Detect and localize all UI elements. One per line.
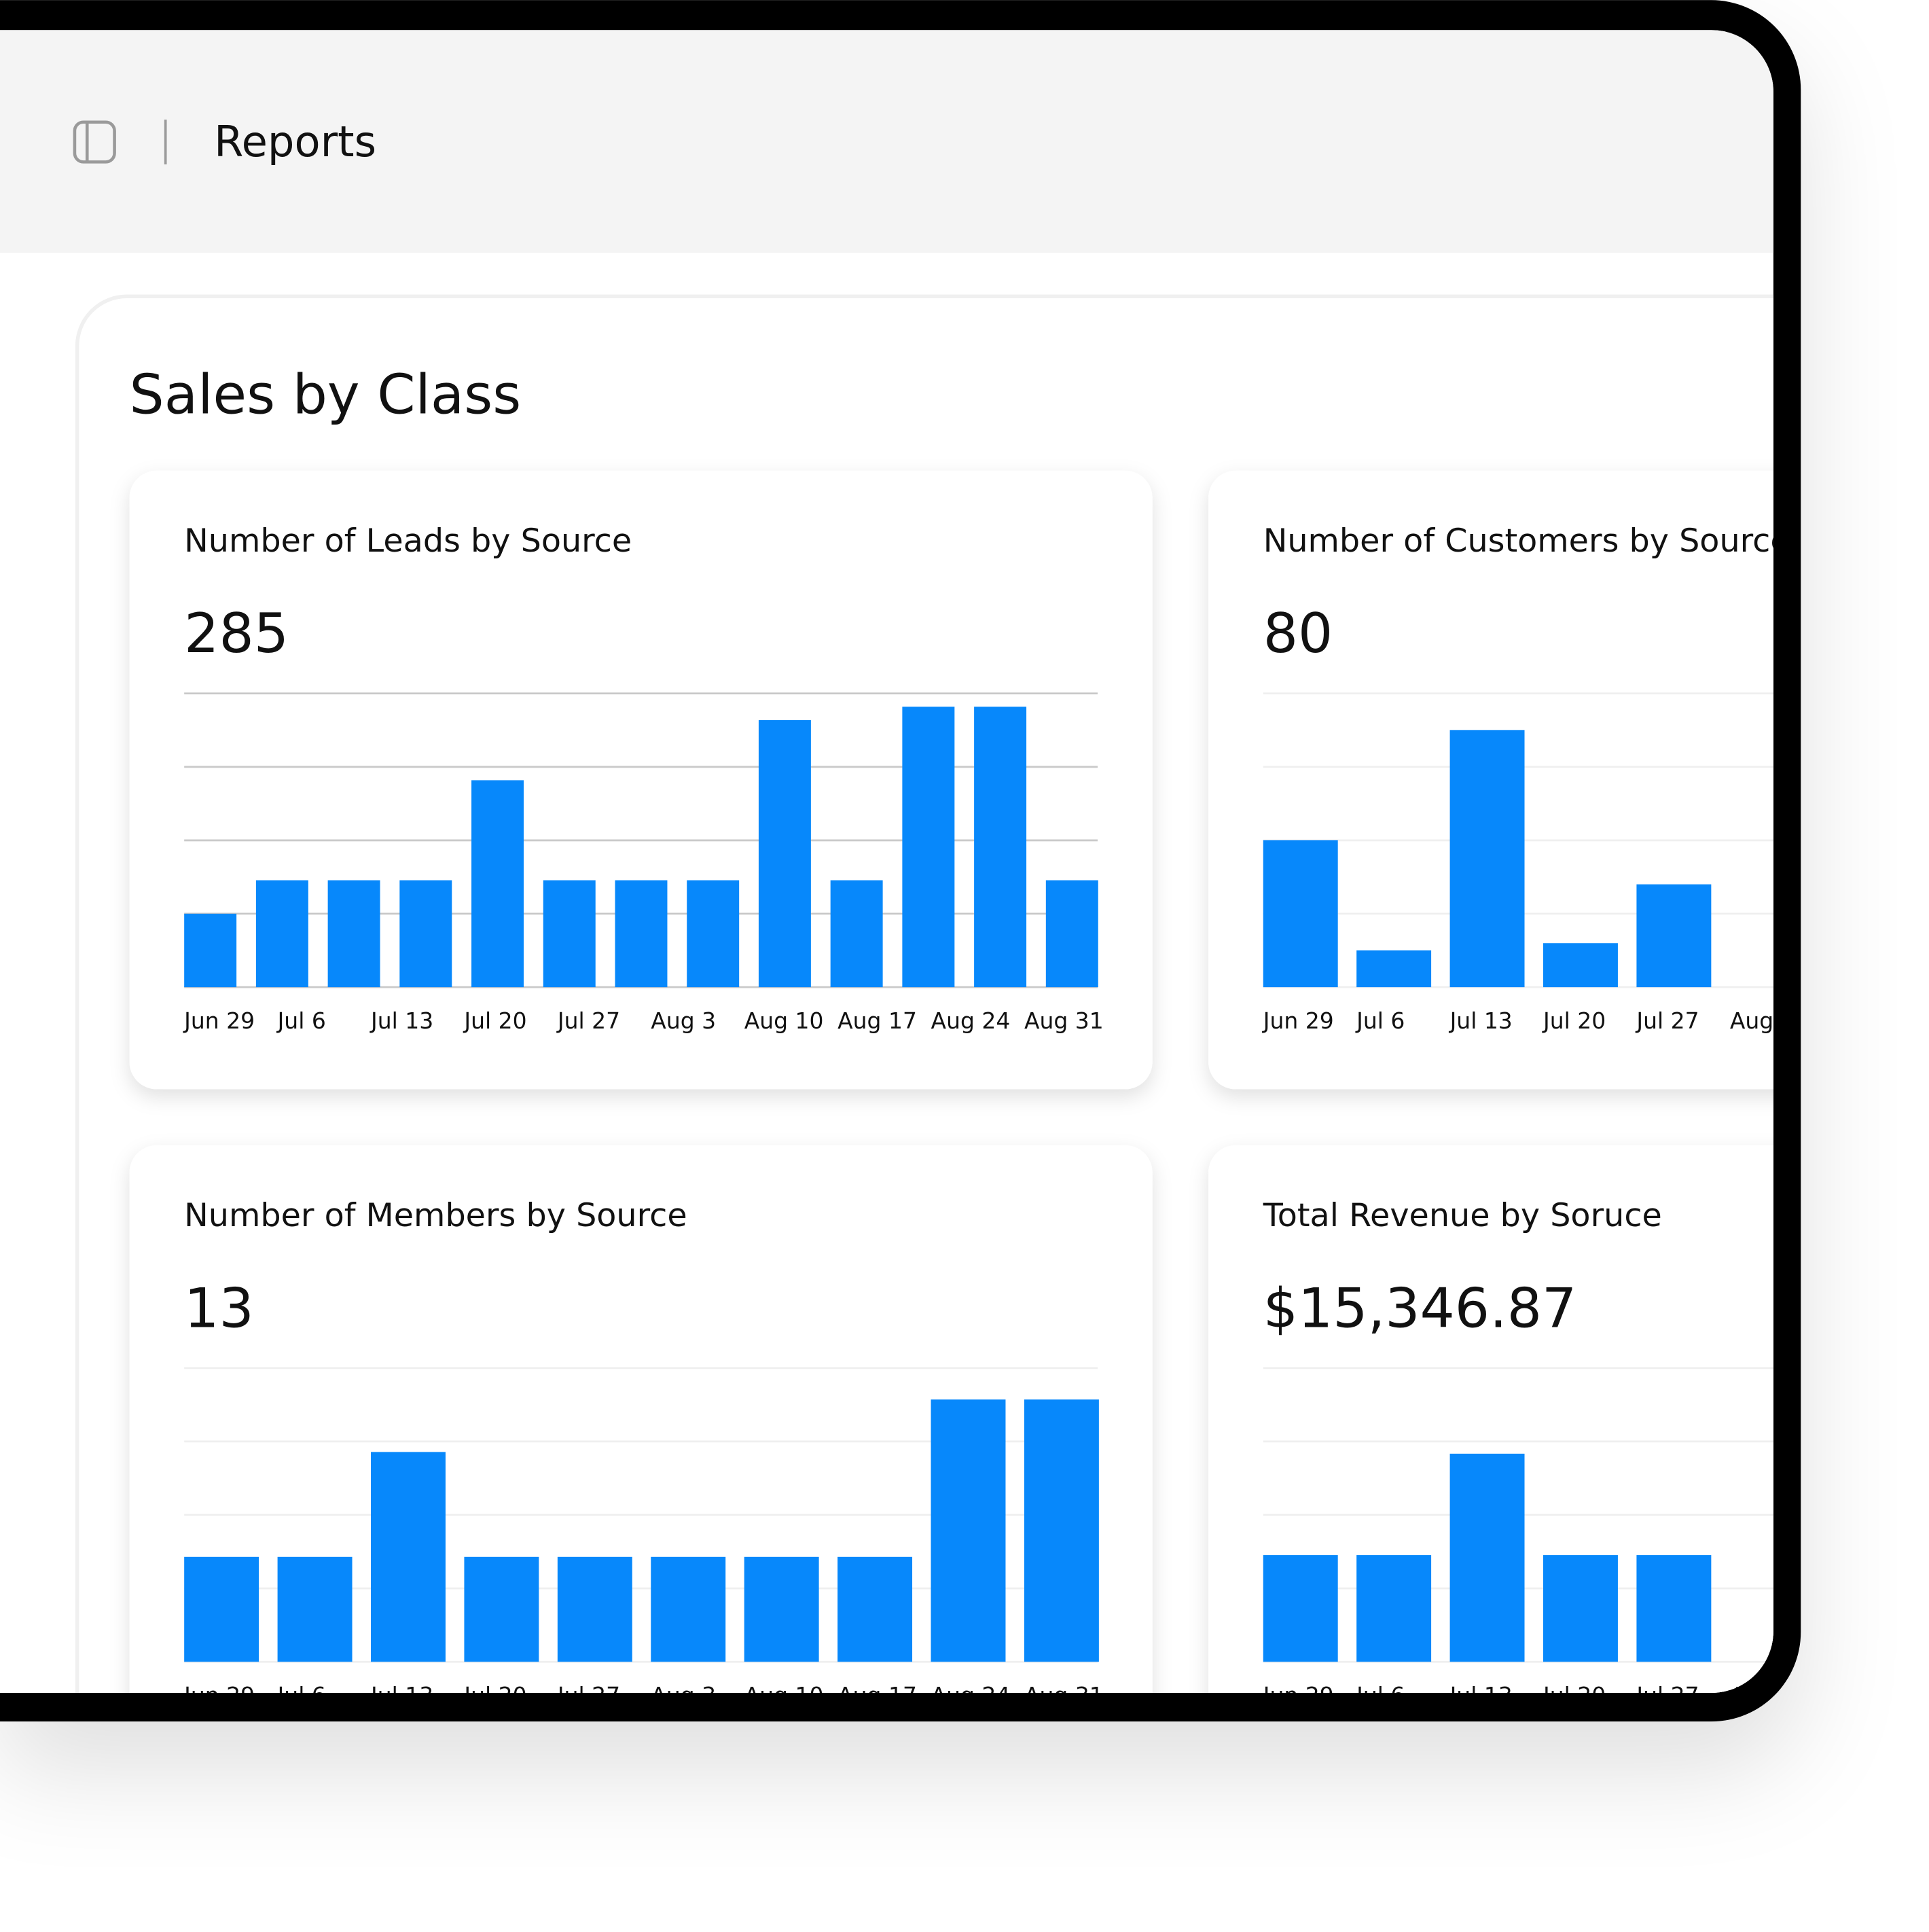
x-tick-label: Aug 31 (1024, 1007, 1104, 1034)
x-tick-label: Jul 27 (1635, 1682, 1699, 1709)
bar (1024, 1399, 1099, 1662)
bar (1543, 1555, 1618, 1662)
chart-card: Number of Customers by Source 80 Jun 29 Jul… (1208, 470, 1795, 1090)
x-tick-label: Jul 20 (463, 1007, 526, 1034)
bar (327, 880, 380, 988)
card-total: 13 (184, 1276, 254, 1340)
bar (1263, 1555, 1338, 1662)
x-tick-label: Jul 13 (1449, 1007, 1513, 1034)
bar (1263, 840, 1338, 988)
bar (1636, 884, 1712, 988)
x-tick-label: Aug 3 (1730, 1007, 1795, 1034)
bar (744, 1556, 819, 1662)
card-bg (1208, 470, 1773, 1090)
card-bg (129, 470, 1153, 1090)
x-tick-label: Jul 6 (1355, 1682, 1405, 1709)
bar (464, 1556, 539, 1662)
x-tick-label: Jul 27 (556, 1682, 620, 1709)
bar (687, 880, 740, 988)
card-title: Number of Members by Source (184, 1197, 687, 1234)
bar (1045, 880, 1098, 988)
x-tick-label: Aug 17 (837, 1682, 917, 1709)
bar (1449, 730, 1525, 988)
x-tick-label: Aug 31 (1024, 1682, 1104, 1709)
bar (931, 1399, 1006, 1662)
x-tick-label: Jul 20 (463, 1682, 526, 1709)
x-tick-label: Jul 6 (276, 1682, 326, 1709)
x-tick-label: Aug 17 (837, 1007, 917, 1034)
sidebar-toggle[interactable] (73, 120, 116, 164)
x-tick-label: Jul 20 (1542, 1007, 1606, 1034)
x-tick-label: Jun 29 (1262, 1007, 1334, 1034)
x-tick-label: Jul 27 (556, 1007, 620, 1034)
bar (399, 880, 452, 988)
bar (1449, 1453, 1525, 1662)
bar (277, 1556, 353, 1662)
bar (1543, 943, 1618, 988)
section-title: Sales by Class (130, 363, 522, 427)
bar (557, 1556, 632, 1662)
x-tick-label: Aug 24 (931, 1682, 1011, 1709)
bar (615, 880, 668, 988)
bar (1356, 950, 1432, 988)
screen: Reports Sales by Class Number of Leads b… (0, 30, 1795, 1709)
bar (371, 1452, 446, 1662)
x-tick-label: Jul 6 (1355, 1007, 1405, 1034)
x-tick-label: Jul 27 (1635, 1007, 1699, 1034)
bar (974, 706, 1027, 988)
x-tick-label: Jul 13 (369, 1682, 433, 1709)
bar (471, 780, 524, 988)
bar (758, 720, 811, 988)
bar (184, 1556, 259, 1662)
x-tick-label: Jun 29 (1262, 1682, 1334, 1709)
x-tick-label: Aug 3 (651, 1007, 716, 1034)
x-tick-label: Aug 24 (931, 1007, 1011, 1034)
x-tick-label: Jul 6 (276, 1007, 326, 1034)
x-tick-label: Aug 10 (744, 1682, 824, 1709)
x-tick-label: Jul 20 (1542, 1682, 1606, 1709)
bar (184, 914, 237, 988)
card-total: 285 (184, 602, 289, 666)
card-total: 80 (1263, 602, 1333, 666)
bar (543, 880, 596, 988)
bar (1356, 1555, 1432, 1662)
top-bar (0, 30, 1773, 253)
x-tick-label: Jul 13 (369, 1007, 433, 1034)
x-tick-label: Aug 3 (651, 1682, 716, 1709)
chart-card: Number of Leads by Source 285 Jun 29 Jul 6 J… (129, 470, 1153, 1090)
card-bg (1208, 1145, 1773, 1694)
card-title: Number of Customers by Source (1263, 522, 1790, 560)
bar (1636, 1555, 1712, 1662)
card-title: Number of Leads by Source (184, 522, 632, 560)
bar (651, 1556, 726, 1662)
x-tick-label: Jun 29 (183, 1682, 255, 1709)
chart-card: Total Revenue by Soruce $15,346.87 Jun 29 J… (1208, 1145, 1773, 1709)
chart-card: Number of Members by Source 13 Jun 29 Jul 6… (129, 1145, 1153, 1709)
x-tick-label: Jun 29 (183, 1007, 255, 1034)
bar (255, 880, 308, 988)
bar (902, 706, 955, 988)
x-tick-label: Aug 10 (744, 1007, 824, 1034)
page-title: Reports (214, 117, 376, 166)
x-tick-label: Jul 13 (1449, 1682, 1513, 1709)
card-total: $15,346.87 (1263, 1276, 1577, 1340)
card-title: Total Revenue by Soruce (1263, 1197, 1662, 1234)
bar (830, 880, 883, 988)
bar (837, 1556, 913, 1662)
